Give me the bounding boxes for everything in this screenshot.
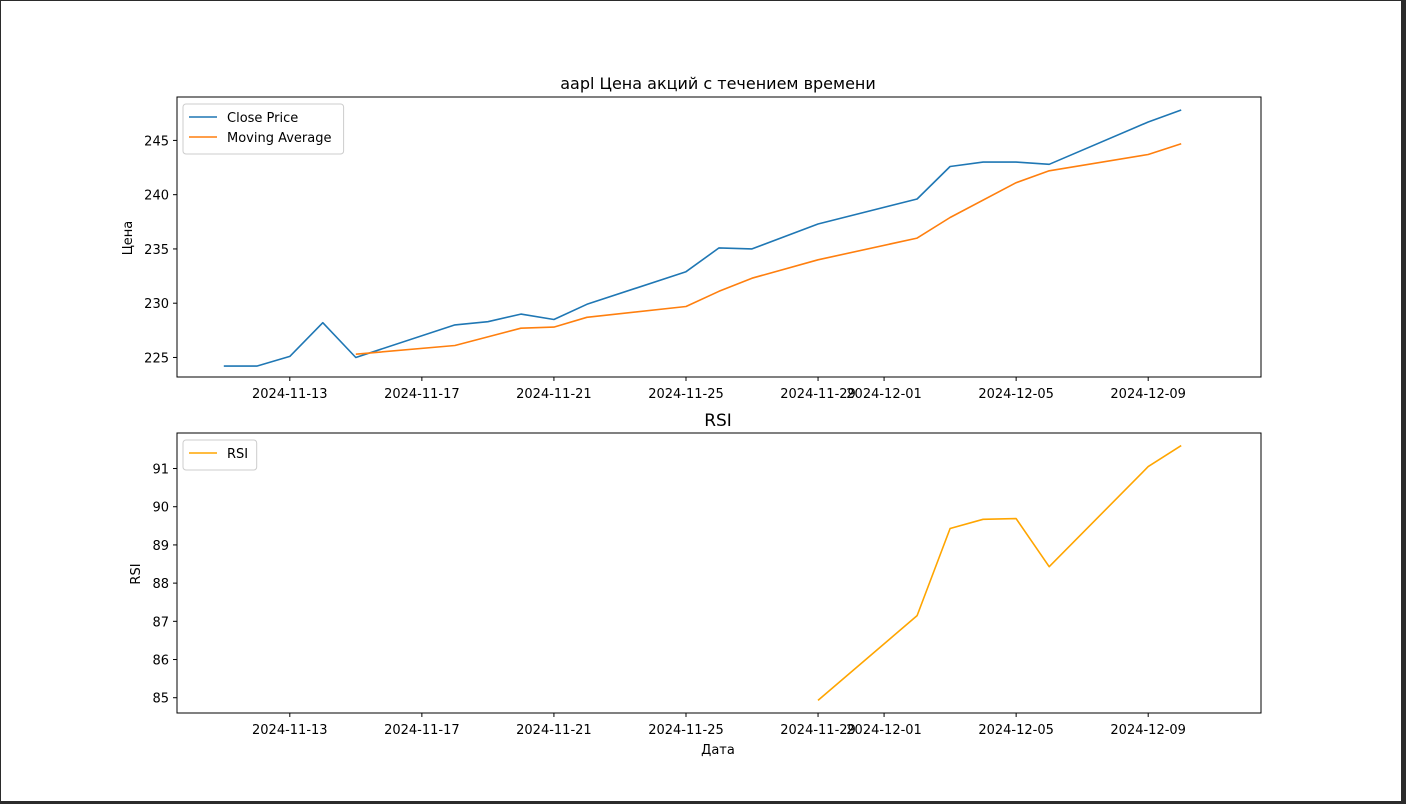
rsi-x-tick-label: 2024-11-29 [780,723,856,738]
price-legend-box [182,103,345,155]
rsi-y-tick-label: 85 [152,692,169,707]
price-y-tick-label: 240 [144,189,169,204]
rsi-legend-label: RSI [227,447,248,462]
rsi-y-tick-label: 86 [152,654,169,669]
price-x-tick-label: 2024-11-25 [648,387,724,402]
price-chart-title: aapl Цена акций с течением времени [560,74,876,93]
rsi-legend-box [182,439,258,471]
price-x-tick-label: 2024-11-21 [516,387,592,402]
price-x-tick-label: 2024-11-29 [780,387,856,402]
price-series-line-close-price [223,109,1182,367]
price-x-tick-label: 2024-11-13 [252,387,328,402]
rsi-y-tick-label: 90 [152,501,169,516]
price-legend: Close Price Moving Average [182,103,345,155]
price-chart-axes: aapl Цена акций с течением времени Цена … [121,74,1262,402]
price-chart-ylabel: Цена [121,221,136,256]
rsi-chart-ylabel: RSI [129,563,144,584]
rsi-chart-axes: RSI RSI Дата 2024-11-13 2024-11-17 2024-11… [129,411,1262,758]
price-y-tick-label: 225 [144,351,169,366]
rsi-legend: RSI [182,439,258,471]
price-x-tick-label: 2024-12-09 [1110,387,1186,402]
rsi-x-tick-label: 2024-11-25 [648,723,724,738]
rsi-chart-xlabel: Дата [701,743,735,758]
rsi-y-tick-label: 87 [152,615,169,630]
price-y-tick-label: 235 [144,243,169,258]
price-y-tick-label: 230 [144,297,169,312]
rsi-x-tick-label: 2024-12-09 [1110,723,1186,738]
rsi-x-tick-label: 2024-11-17 [384,723,460,738]
price-x-tick-label: 2024-12-01 [846,387,922,402]
rsi-x-tick-label: 2024-11-13 [252,723,328,738]
price-series-line-moving-average [355,142,1182,355]
price-x-tick-label: 2024-12-05 [978,387,1054,402]
price-plot-frame [176,96,1262,378]
price-legend-label: Moving Average [227,131,331,146]
rsi-y-tick-label: 88 [152,577,169,592]
rsi-x-tick-label: 2024-11-21 [516,723,592,738]
rsi-plot-frame [176,432,1262,714]
rsi-series-line-rsi [817,444,1182,702]
rsi-chart-title: RSI [704,411,732,431]
price-x-tick-label: 2024-11-17 [384,387,460,402]
rsi-x-tick-label: 2024-12-01 [846,723,922,738]
rsi-x-tick-label: 2024-12-05 [978,723,1054,738]
price-legend-label: Close Price [227,111,298,126]
price-y-tick-label: 245 [144,134,169,149]
rsi-y-tick-label: 89 [152,539,169,554]
rsi-y-tick-label: 91 [152,463,169,478]
